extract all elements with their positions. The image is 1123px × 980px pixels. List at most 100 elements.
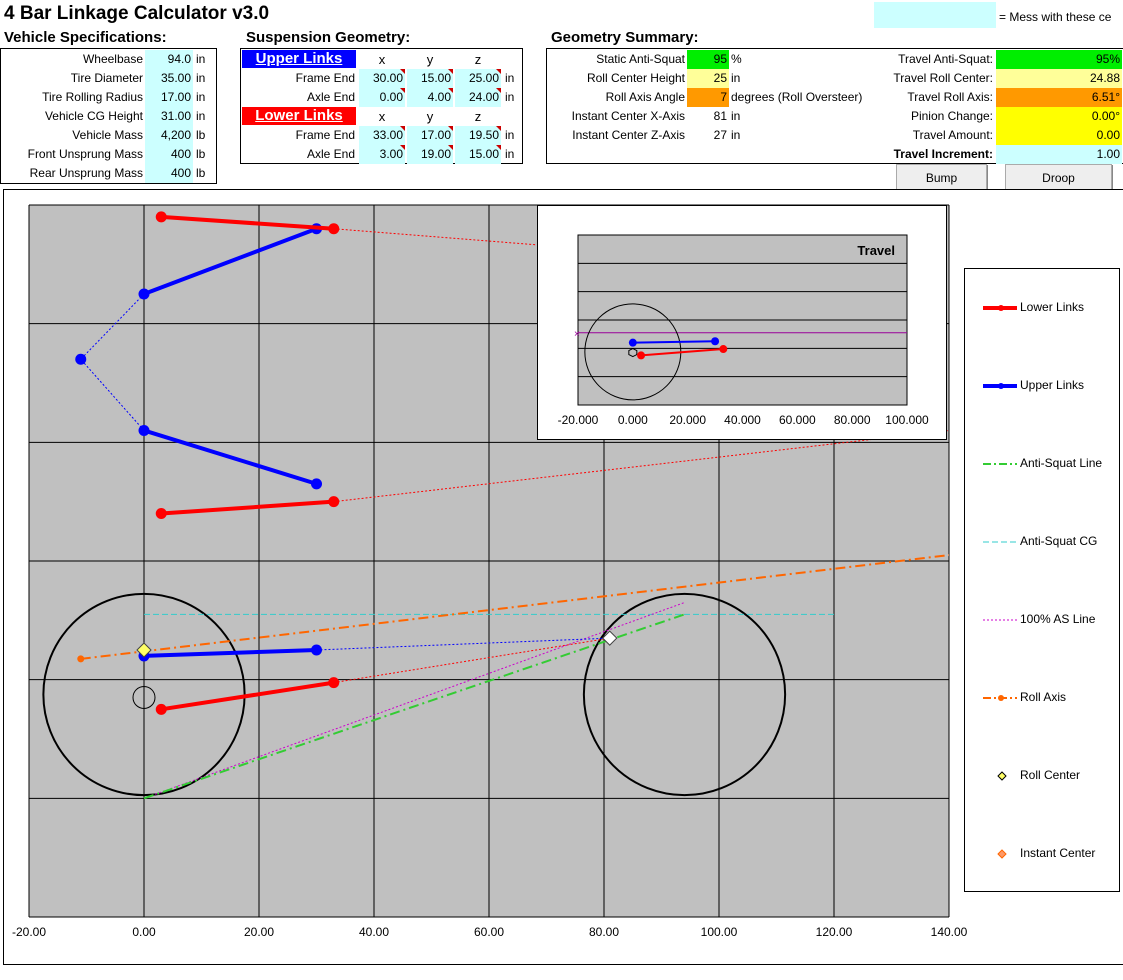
upper-link-unit: in <box>505 90 515 104</box>
upper-links-header: Upper Links <box>242 50 356 68</box>
upper-link-side <box>143 648 317 658</box>
upper-link-row-label: Frame End <box>295 71 355 85</box>
lower-link-top <box>161 214 334 231</box>
legend-label: Anti-Squat CG <box>1020 534 1098 548</box>
summary-right-label: Pinion Change: <box>910 109 993 123</box>
inset-x-tick: 100.000 <box>885 413 929 427</box>
column-header-z: z <box>474 52 482 67</box>
comment-marker <box>496 126 501 131</box>
lower-y-cell[interactable]: 19.00 <box>407 145 453 164</box>
upper-y-cell[interactable]: 4.00 <box>407 88 453 107</box>
x-tick-label: 0.00 <box>132 925 156 939</box>
vehicle-spec-unit: in <box>196 90 206 104</box>
column-header-y: y <box>426 52 434 67</box>
comment-marker <box>448 126 453 131</box>
lower-z-cell[interactable]: 15.00 <box>455 145 501 164</box>
comment-marker <box>448 69 453 74</box>
lower-x-cell[interactable]: 33.00 <box>359 126 405 145</box>
vehicle-spec-unit: lb <box>196 147 206 161</box>
comment-marker <box>400 88 405 93</box>
vehicle-specs-panel: Wheelbase 94.0 in Tire Diameter 35.00 in Tire … <box>0 48 217 184</box>
lower-z-cell[interactable]: 19.50 <box>455 126 501 145</box>
anti-squat-line <box>143 613 685 800</box>
comment-marker <box>448 145 453 150</box>
vehicle-spec-value[interactable]: 31.00 <box>145 107 193 126</box>
legend-swatch <box>983 541 1017 543</box>
vehicle-spec-value[interactable]: 94.0 <box>145 50 193 69</box>
lower-link-extension <box>333 637 610 684</box>
inset-link-joint <box>711 337 720 346</box>
summary-right-value: 95% <box>996 50 1122 69</box>
inset-cg-mark: × <box>574 329 580 340</box>
roll-axis-point <box>77 655 85 663</box>
summary-left-label: Instant Center Z-Axis <box>572 128 685 142</box>
lower-link-top-joint <box>328 223 340 235</box>
summary-right-value: 6.51° <box>996 88 1122 107</box>
comment-marker <box>400 145 405 150</box>
x-tick-label: 20.00 <box>244 925 274 939</box>
lower-link-top <box>161 499 334 516</box>
upper-z-cell[interactable]: 24.00 <box>455 88 501 107</box>
comment-marker <box>400 126 405 131</box>
legend-swatch <box>983 619 1017 621</box>
vehicle-spec-value[interactable]: 400 <box>145 164 193 183</box>
roll-center-marker <box>136 642 152 658</box>
bump-button[interactable]: Bump <box>896 164 987 193</box>
lower-link-unit: in <box>505 128 515 142</box>
lower-x-cell[interactable]: 3.00 <box>359 145 405 164</box>
legend-item: Roll Center <box>965 766 1119 786</box>
suspension-panel: Upper Links Lower Links x y z Frame End 30.00 1… <box>240 48 523 164</box>
inset-link <box>632 340 716 344</box>
axle-hub <box>132 685 156 709</box>
lower-link-top-joint <box>155 211 167 223</box>
vehicle-spec-value[interactable]: 4,200 <box>145 126 193 145</box>
comment-marker <box>448 88 453 93</box>
lower-link-row-label: Frame End <box>295 128 355 142</box>
vehicle-spec-unit: lb <box>196 166 206 180</box>
vehicle-spec-label: Tire Rolling Radius <box>42 90 143 104</box>
legend-label: Roll Center <box>1020 768 1081 782</box>
summary-right-value: 0.00° <box>996 107 1122 126</box>
vehicle-spec-unit: in <box>196 52 206 66</box>
upper-x-cell[interactable]: 0.00 <box>359 88 405 107</box>
legend-point <box>998 383 1004 389</box>
app-title: 4 Bar Linkage Calculator v3.0 <box>4 3 270 24</box>
upper-link-extension <box>316 637 610 651</box>
comment-marker <box>496 88 501 93</box>
summary-right-label: Travel Amount: <box>912 128 993 142</box>
upper-link-top-joint <box>311 478 322 490</box>
upper-link-row-label: Axle End <box>306 90 355 104</box>
summary-left-value: 7 <box>687 88 729 107</box>
inset-x-tick: 40.000 <box>724 413 761 427</box>
lower-link-side <box>160 680 335 712</box>
summary-right-value[interactable]: 1.00 <box>996 145 1122 164</box>
x-tick-label: 80.00 <box>589 925 619 939</box>
vehicle-spec-unit: lb <box>196 128 206 142</box>
lower-y-cell[interactable]: 17.00 <box>407 126 453 145</box>
column-header-x: x <box>378 109 386 124</box>
vehicle-specs-heading: Vehicle Specifications: <box>4 29 167 46</box>
legend-point <box>998 695 1004 701</box>
vehicle-spec-value[interactable]: 17.00 <box>145 88 193 107</box>
legend-item: 100% AS Line <box>965 610 1119 630</box>
x-tick-label: 60.00 <box>474 925 504 939</box>
upper-link-top-extension <box>80 293 145 360</box>
summary-left-unit: % <box>731 52 742 66</box>
upper-x-cell[interactable]: 30.00 <box>359 69 405 88</box>
summary-left-value: 25 <box>687 69 729 88</box>
legend-label: Roll Axis <box>1020 690 1067 704</box>
upper-z-cell[interactable]: 25.00 <box>455 69 501 88</box>
legend-swatch <box>983 383 1017 389</box>
inset-link-joint <box>719 345 728 354</box>
vehicle-spec-label: Vehicle CG Height <box>44 109 143 123</box>
vehicle-spec-value[interactable]: 35.00 <box>145 69 193 88</box>
droop-button[interactable]: Droop <box>1005 164 1112 193</box>
summary-left-unit: in <box>731 128 741 142</box>
upper-y-cell[interactable]: 15.00 <box>407 69 453 88</box>
vehicle-spec-label: Tire Diameter <box>70 71 143 85</box>
lower-link-top-joint <box>155 508 167 520</box>
x-tick-label: 100.00 <box>701 925 738 939</box>
x-tick-label: 40.00 <box>359 925 389 939</box>
vehicle-spec-value[interactable]: 400 <box>145 145 193 164</box>
lower-link-top-joint <box>328 496 340 508</box>
